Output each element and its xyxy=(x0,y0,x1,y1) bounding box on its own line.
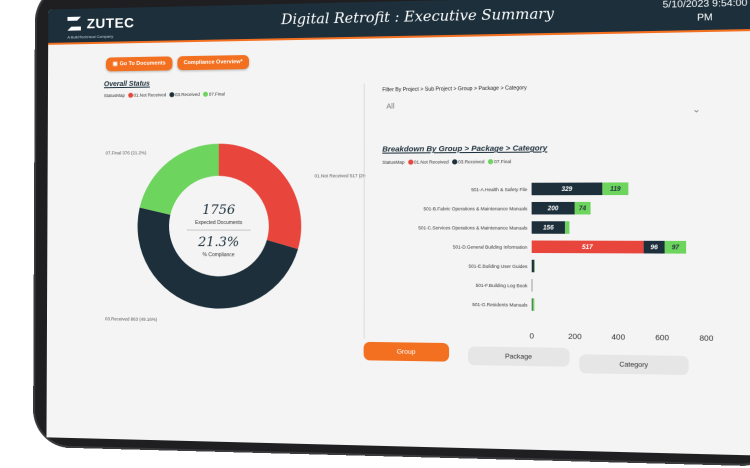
bar-segment-03-received[interactable] xyxy=(532,260,535,273)
compliance-value: 21.3% xyxy=(197,235,239,250)
expected-documents-value: 1756 xyxy=(202,203,235,218)
tab-category[interactable]: Category xyxy=(579,354,689,375)
go-to-documents-button[interactable]: ▣ Go To Documents xyxy=(106,56,173,71)
legend-item: 07.Final xyxy=(203,92,225,98)
tablet-bezel: ZUTEC A BuildTechnical Company Digital R… xyxy=(33,0,750,467)
x-tick-label: 400 xyxy=(611,332,625,342)
legend-item-label: 01.Not Received xyxy=(414,159,449,164)
bar-segment-03-received[interactable] xyxy=(532,298,533,311)
chevron-down-icon[interactable]: ⌄ xyxy=(692,104,700,116)
legend-item-label: 07.Final xyxy=(209,92,225,97)
folder-icon: ▣ xyxy=(113,61,118,67)
breakdown-bar-chart: 501-A.Health & Safety File 329 119 501-B.Fa… xyxy=(366,174,720,344)
x-tick-label: 0 xyxy=(530,331,534,341)
bar-data-label: 329 xyxy=(561,187,573,193)
navy-dot-icon xyxy=(452,160,457,165)
donut-slice-label: 07.Final 376 (21.2%) xyxy=(106,150,147,155)
donut-slice-label: 01.Not Received 517 (29.44%) xyxy=(315,173,366,178)
legend-item-label: 01.Not Received xyxy=(134,92,167,97)
bar-data-label: 119 xyxy=(610,187,621,193)
category-label: 501-F.Building Log Book xyxy=(476,283,529,289)
page-title: Digital Retrofit : Executive Summary xyxy=(48,0,750,33)
bar-data-label: 74 xyxy=(579,206,587,212)
go-to-documents-label: Go To Documents xyxy=(120,60,166,67)
top-bar: ZUTEC A BuildTechnical Company Digital R… xyxy=(48,0,750,45)
bar-data-label: 96 xyxy=(650,245,658,251)
bar-data-label: 156 xyxy=(543,225,555,231)
category-label: 501-D.General Building Information xyxy=(453,244,528,250)
legend-item: 01.Not Received xyxy=(128,92,167,98)
compliance-overview-button[interactable]: Compliance Overview* xyxy=(177,55,249,70)
legend-label: StatusMap xyxy=(382,160,404,165)
compliance-label: % Compliance xyxy=(203,252,235,258)
overall-status-donut-chart: 07.Final 376 (21.2%) 01.Not Received 517 … xyxy=(86,114,366,339)
navy-dot-icon xyxy=(169,93,174,98)
divider xyxy=(364,83,365,338)
x-tick-label: 600 xyxy=(655,333,669,343)
category-label: 501-G.Residents Manuals xyxy=(472,302,528,308)
tab-package[interactable]: Package xyxy=(468,346,569,366)
filter-label: Filter By Project > Sub Project > Group … xyxy=(382,85,526,93)
donut-slice-01-not-received[interactable] xyxy=(219,143,302,249)
overall-status-title: Overall Status xyxy=(104,81,150,89)
green-dot-icon xyxy=(203,92,208,97)
legend-item-label: 07.Final xyxy=(494,159,511,164)
datetime: 5/10/2023 9:54:00 PM xyxy=(663,0,748,26)
donut-slice-label: 03.Received 863 (49.16%) xyxy=(105,316,158,322)
bar-data-label: 517 xyxy=(582,245,594,251)
breakdown-legend: StatusMap 01.Not Received 03.Received 07… xyxy=(382,159,511,165)
legend-label: StatusMap xyxy=(104,93,125,98)
expected-documents-label: Expected Documents xyxy=(195,220,243,226)
category-label: 501-C.Services Operations & Maintenance … xyxy=(418,225,528,230)
tab-group[interactable]: Group xyxy=(364,342,449,362)
legend-item: 01.Not Received xyxy=(408,159,449,165)
x-tick-label: 800 xyxy=(699,333,713,343)
dashboard-screen: ZUTEC A BuildTechnical Company Digital R… xyxy=(46,0,750,457)
bar-data-label: 200 xyxy=(547,206,560,212)
breakdown-title: Breakdown By Group > Package > Category xyxy=(382,143,547,153)
legend-item-label: 03.Received xyxy=(175,92,200,97)
logo-subtitle: A BuildTechnical Company xyxy=(67,34,113,40)
red-dot-icon xyxy=(128,93,133,98)
x-tick-label: 200 xyxy=(568,332,582,342)
overall-status-legend: StatusMap 01.Not Received 03.Received 07… xyxy=(104,92,225,99)
red-dot-icon xyxy=(408,160,413,165)
legend-item: 03.Received xyxy=(169,92,200,98)
legend-item: 03.Received xyxy=(452,159,485,165)
bar-segment-07-final[interactable] xyxy=(533,298,535,311)
bar-data-label: 97 xyxy=(672,245,680,251)
category-label: 501-B.Fabric Operations & Maintenance Ma… xyxy=(423,206,528,211)
bar-segment-07-final[interactable] xyxy=(565,221,569,234)
time-period: PM xyxy=(663,10,748,25)
compliance-overview-label: Compliance Overview* xyxy=(184,59,243,66)
green-dot-icon xyxy=(488,159,493,164)
category-label: 501-E.Building User Guides xyxy=(469,264,529,270)
filter-dropdown[interactable]: All xyxy=(386,103,394,110)
legend-item: 07.Final xyxy=(488,159,511,165)
legend-item-label: 03.Received xyxy=(458,159,484,164)
category-label: 501-A.Health & Safety File xyxy=(471,187,528,192)
